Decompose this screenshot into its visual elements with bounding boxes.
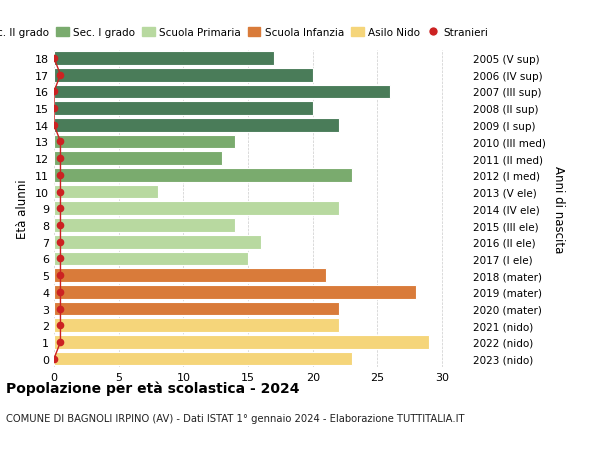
Bar — [54, 235, 261, 249]
Bar — [54, 52, 274, 66]
Bar — [54, 285, 416, 299]
Bar — [54, 152, 222, 166]
Bar — [54, 218, 235, 232]
Bar — [54, 85, 391, 99]
Legend: Sec. II grado, Sec. I grado, Scuola Primaria, Scuola Infanzia, Asilo Nido, Stran: Sec. II grado, Sec. I grado, Scuola Prim… — [0, 24, 493, 42]
Bar — [54, 69, 313, 82]
Y-axis label: Anni di nascita: Anni di nascita — [552, 165, 565, 252]
Text: COMUNE DI BAGNOLI IRPINO (AV) - Dati ISTAT 1° gennaio 2024 - Elaborazione TUTTIT: COMUNE DI BAGNOLI IRPINO (AV) - Dati IST… — [6, 413, 464, 423]
Y-axis label: Età alunni: Età alunni — [16, 179, 29, 239]
Bar — [54, 119, 338, 132]
Bar — [54, 202, 338, 216]
Text: Popolazione per età scolastica - 2024: Popolazione per età scolastica - 2024 — [6, 381, 299, 396]
Bar — [54, 135, 235, 149]
Bar — [54, 102, 313, 116]
Bar — [54, 168, 352, 182]
Bar — [54, 252, 248, 266]
Bar — [54, 352, 352, 366]
Bar — [54, 319, 338, 332]
Bar — [54, 336, 429, 349]
Bar — [54, 269, 326, 282]
Bar — [54, 302, 338, 316]
Bar — [54, 185, 157, 199]
